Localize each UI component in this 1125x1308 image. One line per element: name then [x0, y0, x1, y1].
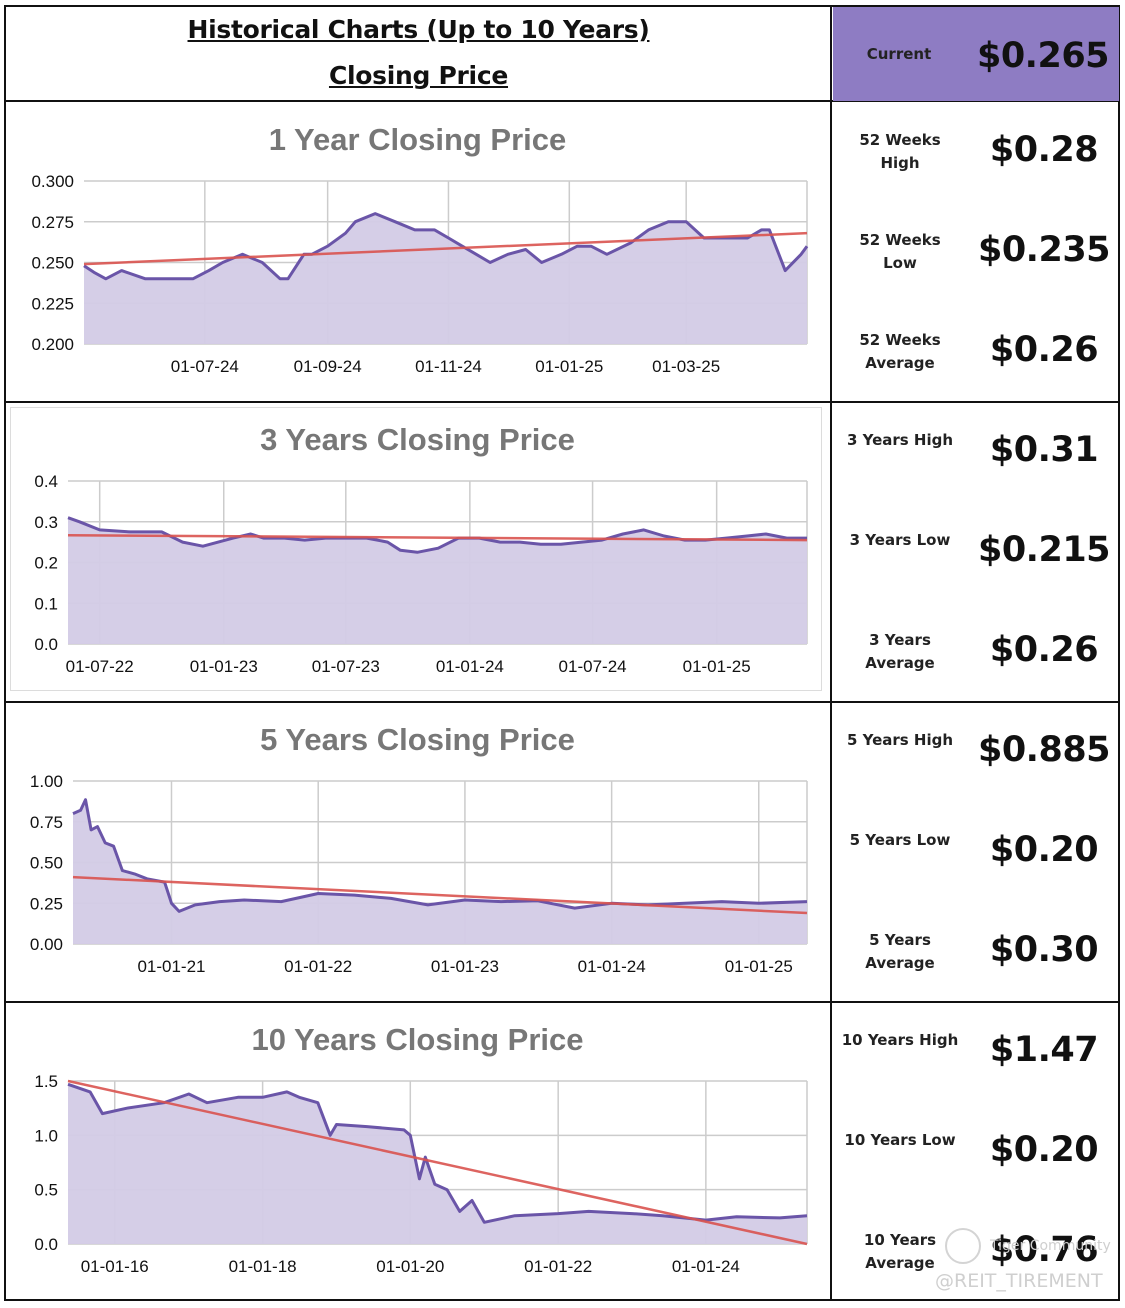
chart-10-years: 0.0 0.5 1.0 1.5 01-01-16 01-01-18 01-01-20 01-0…	[34, 1072, 808, 1276]
price-area	[73, 799, 807, 944]
y-tick-label: 0.25	[30, 894, 63, 913]
stat-value: $0.20	[989, 1130, 1099, 1170]
stat-label: 10 Years High	[841, 1031, 959, 1049]
trend-line	[67, 1079, 808, 1246]
x-tick-label: 01-01-25	[535, 357, 603, 376]
chart-title-1y: 1 Year Closing Price	[268, 122, 567, 157]
y-tick-label: 0.4	[34, 472, 58, 491]
stat-label: 3 Years High	[846, 431, 954, 449]
x-tick-label: 01-07-22	[66, 657, 134, 676]
x-tick-label: 01-01-16	[81, 1257, 149, 1276]
x-tick-label: 01-01-18	[229, 1257, 297, 1276]
tiger-logo-icon	[945, 1228, 981, 1264]
chart-3-years: 0.0 0.1 0.2 0.3 0.4 01-07-22 01-01-23 01-07-23 0…	[34, 472, 808, 676]
chart-title-10y: 10 Years Closing Price	[251, 1022, 584, 1057]
row-divider	[4, 401, 1120, 403]
page-subtitle: Closing Price	[328, 61, 509, 90]
header-title-cell: Historical Charts (Up to 10 Years) Closi…	[6, 7, 831, 101]
stat-value: $1.47	[989, 1030, 1099, 1070]
y-tick-label: 0.75	[30, 813, 63, 832]
x-tick-label: 01-01-22	[524, 1257, 592, 1276]
x-tick-label: 01-01-22	[284, 957, 352, 976]
stat-value: $0.26	[989, 630, 1099, 670]
stat-label: 52 Weeks Low	[859, 231, 941, 272]
price-area	[68, 1084, 807, 1244]
price-line	[83, 212, 809, 281]
chart-title-5y: 5 Years Closing Price	[260, 722, 575, 757]
x-tick-label: 01-11-24	[415, 357, 482, 376]
y-tick-label: 0.0	[34, 635, 58, 654]
x-tick-label: 01-01-20	[376, 1257, 444, 1276]
page-title: Historical Charts (Up to 10 Years)	[187, 15, 650, 44]
chart-panel-border	[10, 407, 822, 691]
y-tick-label: 0.275	[31, 213, 74, 232]
x-tick-label: 01-07-23	[312, 657, 380, 676]
chart-title-3y: 3 Years Closing Price	[260, 422, 575, 457]
y-tick-label: 0.50	[30, 854, 63, 873]
stat-label: 10 Years Low	[844, 1131, 956, 1149]
x-tick-label: 01-01-21	[137, 957, 205, 976]
current-value: $0.265	[976, 36, 1110, 76]
stat-label: 5 Years High	[846, 731, 954, 749]
trend-line	[67, 533, 808, 542]
y-tick-label: 0.225	[31, 294, 74, 313]
stat-label: 3 Years Average	[865, 631, 935, 672]
column-divider	[830, 5, 832, 1301]
x-tick-label: 01-01-24	[436, 657, 504, 676]
stat-label: 5 Years Low	[849, 831, 951, 849]
y-tick-label: 1.0	[34, 1126, 58, 1145]
watermark-brand: Tiger Community	[990, 1238, 1111, 1254]
row-divider	[4, 1001, 1120, 1003]
price-line	[67, 1082, 808, 1224]
stat-value: $0.235	[977, 230, 1111, 270]
trend-line	[72, 875, 808, 915]
x-tick-label: 01-07-24	[559, 657, 627, 676]
stat-value: $0.885	[977, 730, 1111, 770]
row-divider	[4, 701, 1120, 703]
stat-value: $0.215	[977, 530, 1111, 570]
price-area	[68, 517, 807, 644]
y-tick-label: 0.250	[31, 254, 74, 273]
row-divider	[4, 100, 1120, 102]
y-tick-label: 1.00	[30, 772, 63, 791]
y-tick-label: 0.3	[34, 513, 58, 532]
chart-5-years: 0.00 0.25 0.50 0.75 1.00 01-01-21 01-01-22 01-0…	[30, 772, 808, 976]
trend-line	[83, 231, 808, 266]
current-price-cell: Current $0.265	[833, 7, 1119, 101]
chart-1-year: 0.200 0.225 0.250 0.275 0.300 01-07-24 01-09-2…	[31, 172, 809, 376]
stat-label: 10 Years Average	[863, 1231, 937, 1272]
stat-label: 52 Weeks High	[859, 131, 941, 172]
x-tick-label: 01-01-23	[190, 657, 258, 676]
x-tick-label: 01-09-24	[294, 357, 362, 376]
x-tick-label: 01-01-24	[672, 1257, 740, 1276]
x-tick-label: 01-01-24	[578, 957, 646, 976]
stat-value: $0.20	[989, 830, 1099, 870]
stat-label: 5 Years Average	[865, 931, 935, 972]
stat-value: $0.76	[989, 1230, 1099, 1270]
stat-value: $0.26	[989, 330, 1099, 370]
y-tick-label: 0.5	[34, 1181, 58, 1200]
y-tick-label: 0.2	[34, 554, 58, 573]
x-tick-label: 01-07-24	[171, 357, 239, 376]
y-tick-label: 0.1	[34, 594, 58, 613]
x-tick-label: 01-03-25	[652, 357, 720, 376]
stat-value: $0.28	[989, 130, 1099, 170]
y-tick-label: 0.00	[30, 935, 63, 954]
stat-value: $0.30	[989, 930, 1099, 970]
x-tick-label: 01-01-23	[431, 957, 499, 976]
y-tick-label: 0.200	[31, 335, 74, 354]
watermark-handle: @REIT_TIREMENT	[935, 1270, 1103, 1292]
stat-label: 52 Weeks Average	[859, 331, 941, 372]
current-label: Current	[866, 45, 932, 63]
y-tick-label: 0.0	[34, 1235, 58, 1254]
table-frame	[4, 5, 1120, 1301]
stat-value: $0.31	[989, 430, 1099, 470]
y-tick-label: 0.300	[31, 172, 74, 191]
x-tick-label: 01-01-25	[683, 657, 751, 676]
stat-label: 3 Years Low	[849, 531, 951, 549]
x-tick-label: 01-01-25	[725, 957, 793, 976]
y-tick-label: 1.5	[34, 1072, 58, 1091]
